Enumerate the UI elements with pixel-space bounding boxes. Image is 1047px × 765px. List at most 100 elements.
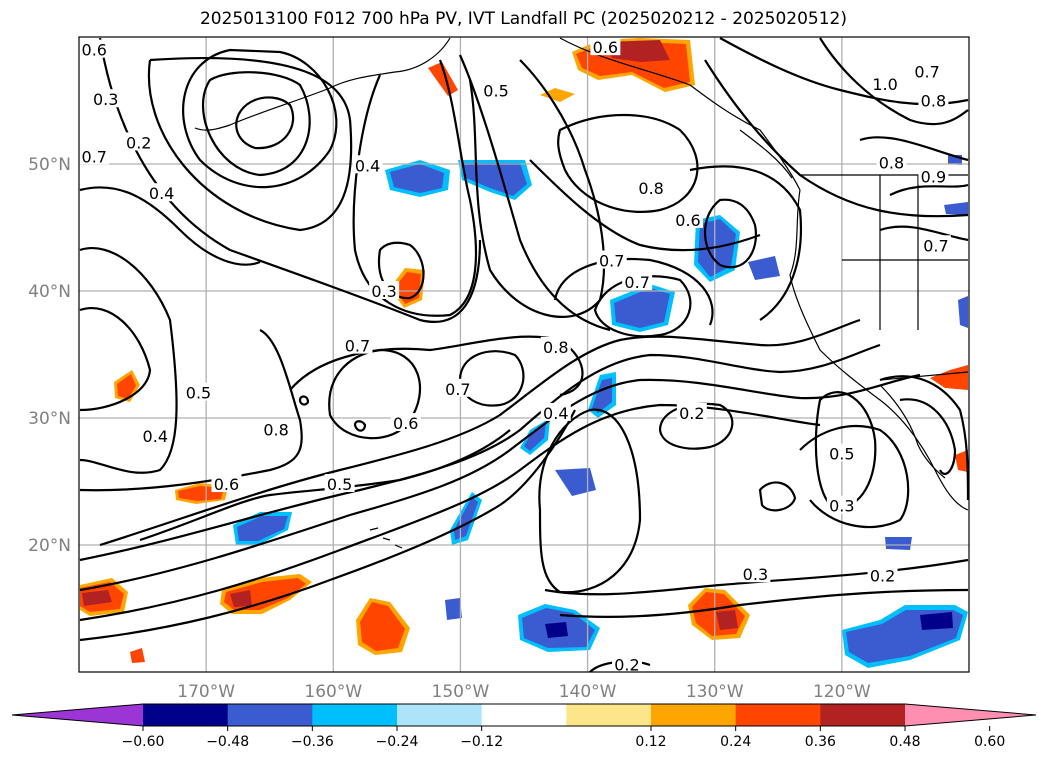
colorbar-extend-low [12, 704, 143, 726]
contour-label-bg [740, 564, 771, 583]
colorbar-extend-high [905, 704, 1036, 726]
contour-label: 0.4 [543, 404, 568, 423]
contour-labels: 0.60.30.20.70.40.40.30.50.60.80.70.70.61… [79, 37, 951, 674]
contour-label: 0.3 [829, 497, 854, 516]
negative-anomaly-patch [385, 160, 450, 197]
contour-label-bg [636, 178, 667, 197]
pv-contour-line [559, 588, 969, 619]
colorbar-tick-label: −0.24 [376, 734, 419, 750]
colorbar-tick-label: 0.12 [635, 734, 666, 750]
contour-label: 0.2 [870, 566, 895, 585]
pv-contour-line [98, 37, 482, 323]
colorbar-tick-label: 0.24 [720, 734, 751, 750]
contour-label: 0.4 [355, 156, 380, 175]
pv-contour-line [458, 54, 611, 332]
colorbar-swatch [566, 704, 652, 726]
contour-label-bg [79, 146, 110, 165]
contour-label-bg [481, 80, 512, 99]
colorbar-tick-label: 0.48 [889, 734, 920, 750]
contour-label: 0.4 [149, 184, 174, 203]
contour-label: 0.5 [829, 445, 854, 464]
colorbar-tick-label: −0.48 [206, 734, 249, 750]
pv-contour-line [819, 37, 969, 126]
pv-contour-line [703, 198, 758, 269]
lon-tick-label: 140°W [559, 682, 617, 702]
pv-contour-line [79, 409, 576, 642]
contour-label: 0.8 [263, 420, 288, 439]
contour-label-bg [826, 443, 857, 462]
contour-label-bg [673, 209, 704, 228]
pv-contour-line [353, 420, 367, 432]
coastline-alaska [194, 37, 451, 131]
pv-contour-line [458, 350, 525, 407]
contour-label: 0.7 [914, 62, 939, 81]
pv-contour-line [289, 335, 584, 397]
colorbar: −0.60 −0.48 −0.36 −0.24 −0.12 0.12 0.24 0.36 0.4… [11, 703, 1037, 750]
lon-tick-label: 160°W [304, 682, 362, 702]
pv-contour-line [298, 395, 310, 406]
coastline-baja [879, 384, 946, 479]
contour-label: 1.0 [872, 75, 897, 94]
pv-contour-line [879, 375, 970, 501]
contour-label-bg [596, 250, 627, 269]
contour-label-bg [146, 183, 177, 202]
colorbar-swatch [820, 704, 906, 726]
contour-label: 0.7 [345, 337, 370, 356]
contour-label: 0.5 [327, 475, 352, 494]
lon-tick-label: 170°W [177, 682, 235, 702]
colorbar-swatch [481, 704, 567, 726]
contour-label-bg [622, 272, 653, 291]
contour-label-bg [912, 61, 943, 80]
contour-label-bg [826, 495, 857, 514]
map-title: 2025013100 F012 700 hPa PV, IVT Landfall… [199, 9, 847, 29]
colorbar-tick-label: 0.36 [805, 734, 836, 750]
negative-anomaly-patch [944, 202, 968, 215]
pv-contour-line [557, 113, 699, 213]
colorbar-tick-label: −0.60 [122, 734, 165, 750]
contour-label-bg [676, 402, 707, 421]
contour-label-bg [876, 152, 907, 171]
contour-label: 0.3 [743, 565, 768, 584]
pv-contour-line [758, 481, 797, 512]
pv-contour-line [79, 373, 921, 592]
contour-label: 0.8 [879, 154, 904, 173]
pv-contour-line [201, 71, 311, 177]
negative-anomaly-patch [445, 598, 462, 620]
contour-label: 0.7 [82, 147, 107, 166]
positive-anomaly-patch [428, 62, 458, 96]
pv-contour-line [899, 398, 957, 476]
contour-label-bg [324, 474, 355, 493]
contour-label-bg [540, 402, 571, 421]
contour-label: 0.6 [393, 414, 418, 433]
contour-label: 0.5 [483, 81, 508, 100]
contour-label-bg [918, 166, 949, 185]
contour-label-bg [390, 413, 421, 432]
contour-label-bg [90, 89, 121, 108]
pv-contour-line [658, 402, 734, 450]
colorbar-swatch [397, 704, 483, 726]
contour-label: 0.8 [921, 92, 946, 111]
contour-label-bg [211, 474, 242, 493]
colorbar-swatch [651, 704, 737, 726]
negative-anomaly-patch [520, 418, 550, 455]
contour-label: 0.2 [679, 404, 704, 423]
negative-anomaly-patch [842, 605, 968, 668]
pv-contour-line [79, 307, 152, 412]
contour-label-bg [870, 73, 901, 92]
pv-contour-line [99, 318, 861, 547]
positive-anomaly-patch [540, 88, 575, 102]
pv-contour-line [889, 183, 969, 196]
negative-anomaly-patch [555, 468, 596, 496]
contour-label: 0.7 [624, 273, 649, 292]
lon-tick-label: 120°W [813, 682, 871, 702]
contour-label: 0.7 [445, 380, 470, 399]
negative-anomaly-patch [610, 284, 675, 332]
pv-contour-line [859, 136, 969, 162]
pv-contour-line [328, 348, 422, 440]
contour-label: 0.6 [593, 38, 618, 57]
latitude-tick-labels: 20°N 30°N 40°N 50°N [28, 155, 71, 556]
positive-anomaly-patch [955, 450, 968, 472]
contour-label-bg [369, 281, 400, 299]
positive-anomaly-patch [356, 598, 410, 655]
contour-label: 0.3 [371, 282, 396, 301]
